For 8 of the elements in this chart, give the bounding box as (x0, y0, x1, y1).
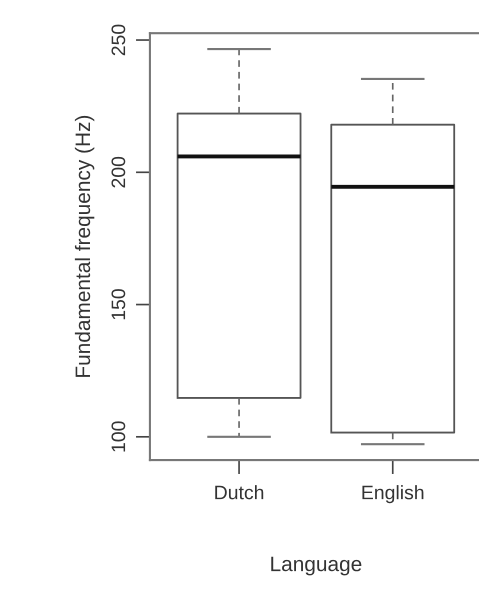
y-tick-label: 250 (111, 24, 126, 56)
x-tick-label: English (362, 485, 424, 504)
y-axis-title: Fundamental frequency (Hz) (74, 116, 94, 377)
y-tick-label: 200 (111, 156, 126, 188)
x-axis-title: Language (271, 556, 362, 576)
y-tick-label: 100 (111, 421, 126, 452)
x-tick-label: Dutch (215, 485, 264, 500)
y-tick-label: 150 (111, 289, 126, 320)
